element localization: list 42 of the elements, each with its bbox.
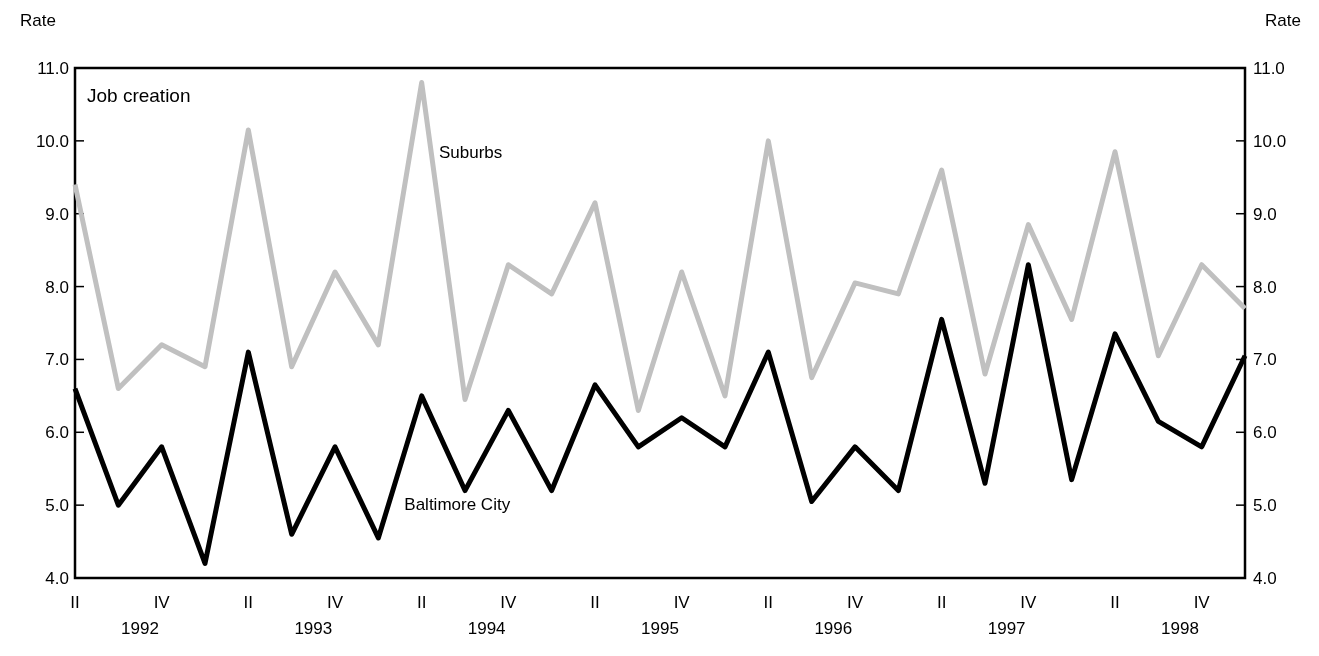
y-tick-label: 11.0 bbox=[37, 58, 69, 78]
x-tick-label: II bbox=[416, 593, 427, 612]
y-tick-label: 10.0 bbox=[35, 131, 69, 151]
text: Job creation bbox=[87, 85, 191, 106]
y-tick-label: 5.0 bbox=[45, 496, 69, 516]
x-tick-label: IV bbox=[500, 593, 518, 612]
x-tick-label: IV bbox=[153, 593, 171, 612]
series-label: Baltimore City bbox=[404, 495, 511, 514]
x-tick-label: II bbox=[70, 593, 80, 612]
x-tick-label: IV bbox=[1193, 593, 1211, 612]
x-tick-label: IV bbox=[673, 593, 691, 612]
y-tick-label: 8.0 bbox=[45, 277, 69, 297]
y2-tick-label: 10.0 bbox=[1253, 131, 1287, 151]
y2-axis-title: Rate bbox=[1265, 11, 1301, 30]
y-tick-label: 7.0 bbox=[45, 350, 69, 370]
y-tick-label: 4.0 bbox=[45, 568, 69, 588]
text: 1993 bbox=[294, 619, 333, 638]
x-tick-label: IV bbox=[846, 593, 864, 612]
text: 1998 bbox=[1161, 619, 1199, 638]
x-tick-label: II bbox=[590, 593, 600, 612]
x-tick-label: II bbox=[763, 593, 774, 612]
series-label: Suburbs bbox=[439, 143, 503, 162]
y-tick-label: 9.0 bbox=[45, 204, 69, 224]
y2-tick-label: 4.0 bbox=[1253, 568, 1277, 588]
x-tick-label: II bbox=[243, 593, 254, 612]
x-tick-label: II bbox=[1110, 593, 1120, 612]
text: 1992 bbox=[121, 619, 159, 638]
y-tick-label: 6.0 bbox=[45, 423, 69, 443]
y2-tick-label: 9.0 bbox=[1253, 204, 1277, 224]
x-tick-label: II bbox=[936, 593, 947, 612]
y2-tick-label: 5.0 bbox=[1253, 496, 1277, 516]
x-tick-label: IV bbox=[326, 593, 344, 612]
text: 1996 bbox=[814, 619, 853, 638]
x-tick-label: IV bbox=[1020, 593, 1038, 612]
y-axis-title: Rate bbox=[20, 11, 56, 30]
text: 1997 bbox=[987, 619, 1026, 638]
y2-tick-label: 8.0 bbox=[1253, 277, 1277, 297]
text: 1994 bbox=[467, 619, 506, 638]
y2-tick-label: 11.0 bbox=[1253, 58, 1285, 78]
y2-tick-label: 6.0 bbox=[1253, 423, 1277, 443]
y2-tick-label: 7.0 bbox=[1253, 350, 1277, 370]
text: 1995 bbox=[641, 619, 679, 638]
